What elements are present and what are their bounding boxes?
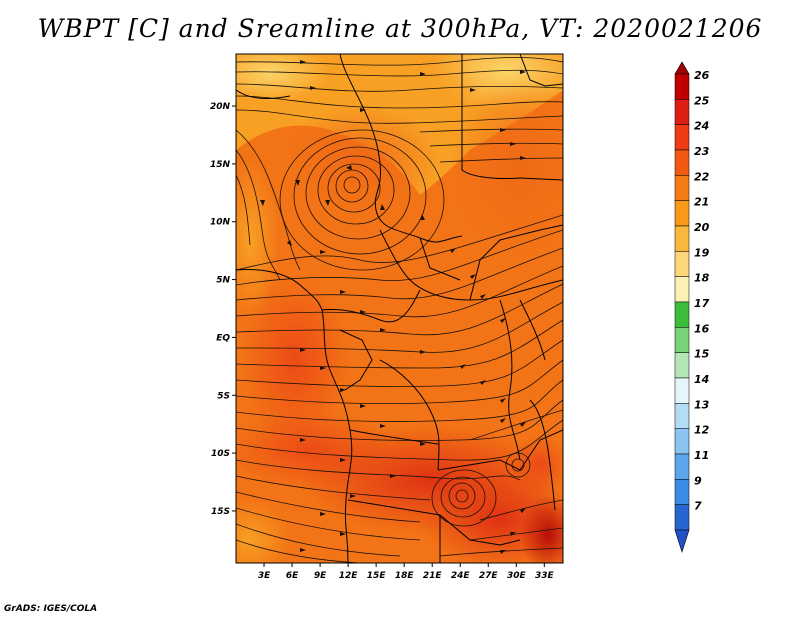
colorbar-swatch xyxy=(674,251,690,277)
colorbar-swatch xyxy=(674,225,690,252)
wbpt-shading xyxy=(236,54,563,563)
colorbar-label: 16 xyxy=(694,322,710,335)
colorbar-swatch xyxy=(674,479,690,505)
colorbar-label: 13 xyxy=(694,398,710,411)
colorbar-swatch xyxy=(674,504,690,531)
streamline-swirl xyxy=(343,176,361,194)
lon-label: 3E xyxy=(258,571,271,581)
colorbar-label: 24 xyxy=(694,120,709,133)
lon-label: 6E xyxy=(286,571,299,581)
lat-label: 15S xyxy=(211,507,230,517)
lat-label: 10N xyxy=(210,218,231,228)
streamlines xyxy=(236,57,563,563)
colorbar-swatch xyxy=(674,276,690,303)
lat-label: 5N xyxy=(216,276,230,286)
streamline-arrows xyxy=(260,60,526,554)
colorbar-bottom-arrow xyxy=(674,529,690,553)
lat-label: 5S xyxy=(217,391,230,401)
colorbar-label: 12 xyxy=(694,424,710,437)
colorbar-label: 7 xyxy=(694,500,702,513)
colorbar-label: 21 xyxy=(694,196,709,209)
colorbar-label: 11 xyxy=(694,449,709,462)
colorbar-swatch xyxy=(674,377,690,404)
colorbar-swatch xyxy=(674,124,690,151)
longitude-axis: 3E 6E 9E 12E 15E 18E 21E 24E 27E 30E 33E xyxy=(258,563,555,581)
country-boundaries xyxy=(236,54,563,563)
lon-label: 18E xyxy=(395,571,415,581)
colorbar-swatch xyxy=(674,99,690,125)
map-title: WBPT [C] and Sreamline at 300hPa, VT: 20… xyxy=(37,14,763,43)
colorbar-label: 25 xyxy=(694,94,710,107)
colorbar-label: 23 xyxy=(694,145,710,158)
colorbar-swatch xyxy=(674,327,690,353)
colorbar-swatch xyxy=(674,352,690,379)
lon-label: 9E xyxy=(314,571,327,581)
colorbar-swatch xyxy=(674,149,690,176)
grads-credit: GrADS: IGES/COLA xyxy=(4,604,98,614)
colorbar-label: 14 xyxy=(694,373,709,386)
lon-label: 30E xyxy=(507,571,527,581)
colorbar-label: 9 xyxy=(694,474,702,487)
colorbar-label: 22 xyxy=(694,170,710,183)
colorbar-top-arrow xyxy=(674,61,690,75)
lon-label: 27E xyxy=(479,571,499,581)
colorbar-swatch xyxy=(674,301,690,328)
lon-label: 15E xyxy=(367,571,387,581)
lat-label: 10S xyxy=(211,449,230,459)
colorbar-label: 18 xyxy=(694,272,710,285)
colorbar-label: 20 xyxy=(694,221,710,234)
latitude-axis: 20N 15N 10N 5N EQ 5S 10S 15S xyxy=(210,102,236,517)
colorbar-label: 17 xyxy=(694,297,710,310)
colorbar-label: 15 xyxy=(694,348,710,361)
colorbar-swatch xyxy=(674,403,690,429)
colorbar: 26 25 24 23 22 21 20 19 18 17 16 15 14 13 12 11 9 7 xyxy=(674,61,710,553)
colorbar-swatch xyxy=(674,428,690,455)
lat-label: EQ xyxy=(216,333,230,343)
lon-label: 24E xyxy=(451,571,471,581)
colorbar-label: 19 xyxy=(694,246,710,259)
lat-label: 20N xyxy=(210,102,231,112)
lon-label: 21E xyxy=(423,571,443,581)
lat-label: 15N xyxy=(210,160,231,170)
colorbar-swatch xyxy=(674,73,690,100)
colorbar-swatch xyxy=(674,453,690,480)
colorbar-swatch xyxy=(674,175,690,201)
lon-label: 12E xyxy=(339,571,359,581)
colorbar-swatch xyxy=(674,200,690,227)
lon-label: 33E xyxy=(535,571,555,581)
map-frame xyxy=(235,53,564,564)
colorbar-label: 26 xyxy=(694,69,710,82)
